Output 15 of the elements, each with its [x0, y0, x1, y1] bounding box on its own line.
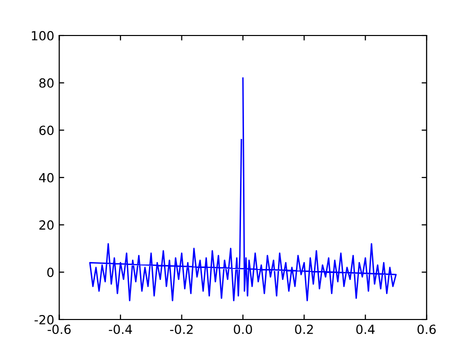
x-tick-label: 0.0	[234, 324, 252, 334]
y-tick-label: 60	[39, 126, 54, 136]
x-tick-label: 0.6	[417, 324, 436, 334]
x-tick-label: 0.4	[356, 324, 375, 334]
x-tick-label: -0.4	[108, 324, 132, 334]
y-tick-label: -20	[34, 314, 54, 324]
y-tick-label: 0	[47, 268, 54, 278]
x-tick-label: -0.6	[48, 324, 71, 334]
y-tick-label: 100	[32, 30, 54, 40]
x-tick-label: -0.2	[170, 324, 193, 334]
line-series	[89, 77, 397, 302]
x-tick-label: 0.2	[295, 324, 313, 334]
y-tick-label: 20	[39, 220, 54, 230]
y-tick-label: 80	[39, 78, 54, 88]
y-tick-label: 40	[39, 172, 54, 182]
